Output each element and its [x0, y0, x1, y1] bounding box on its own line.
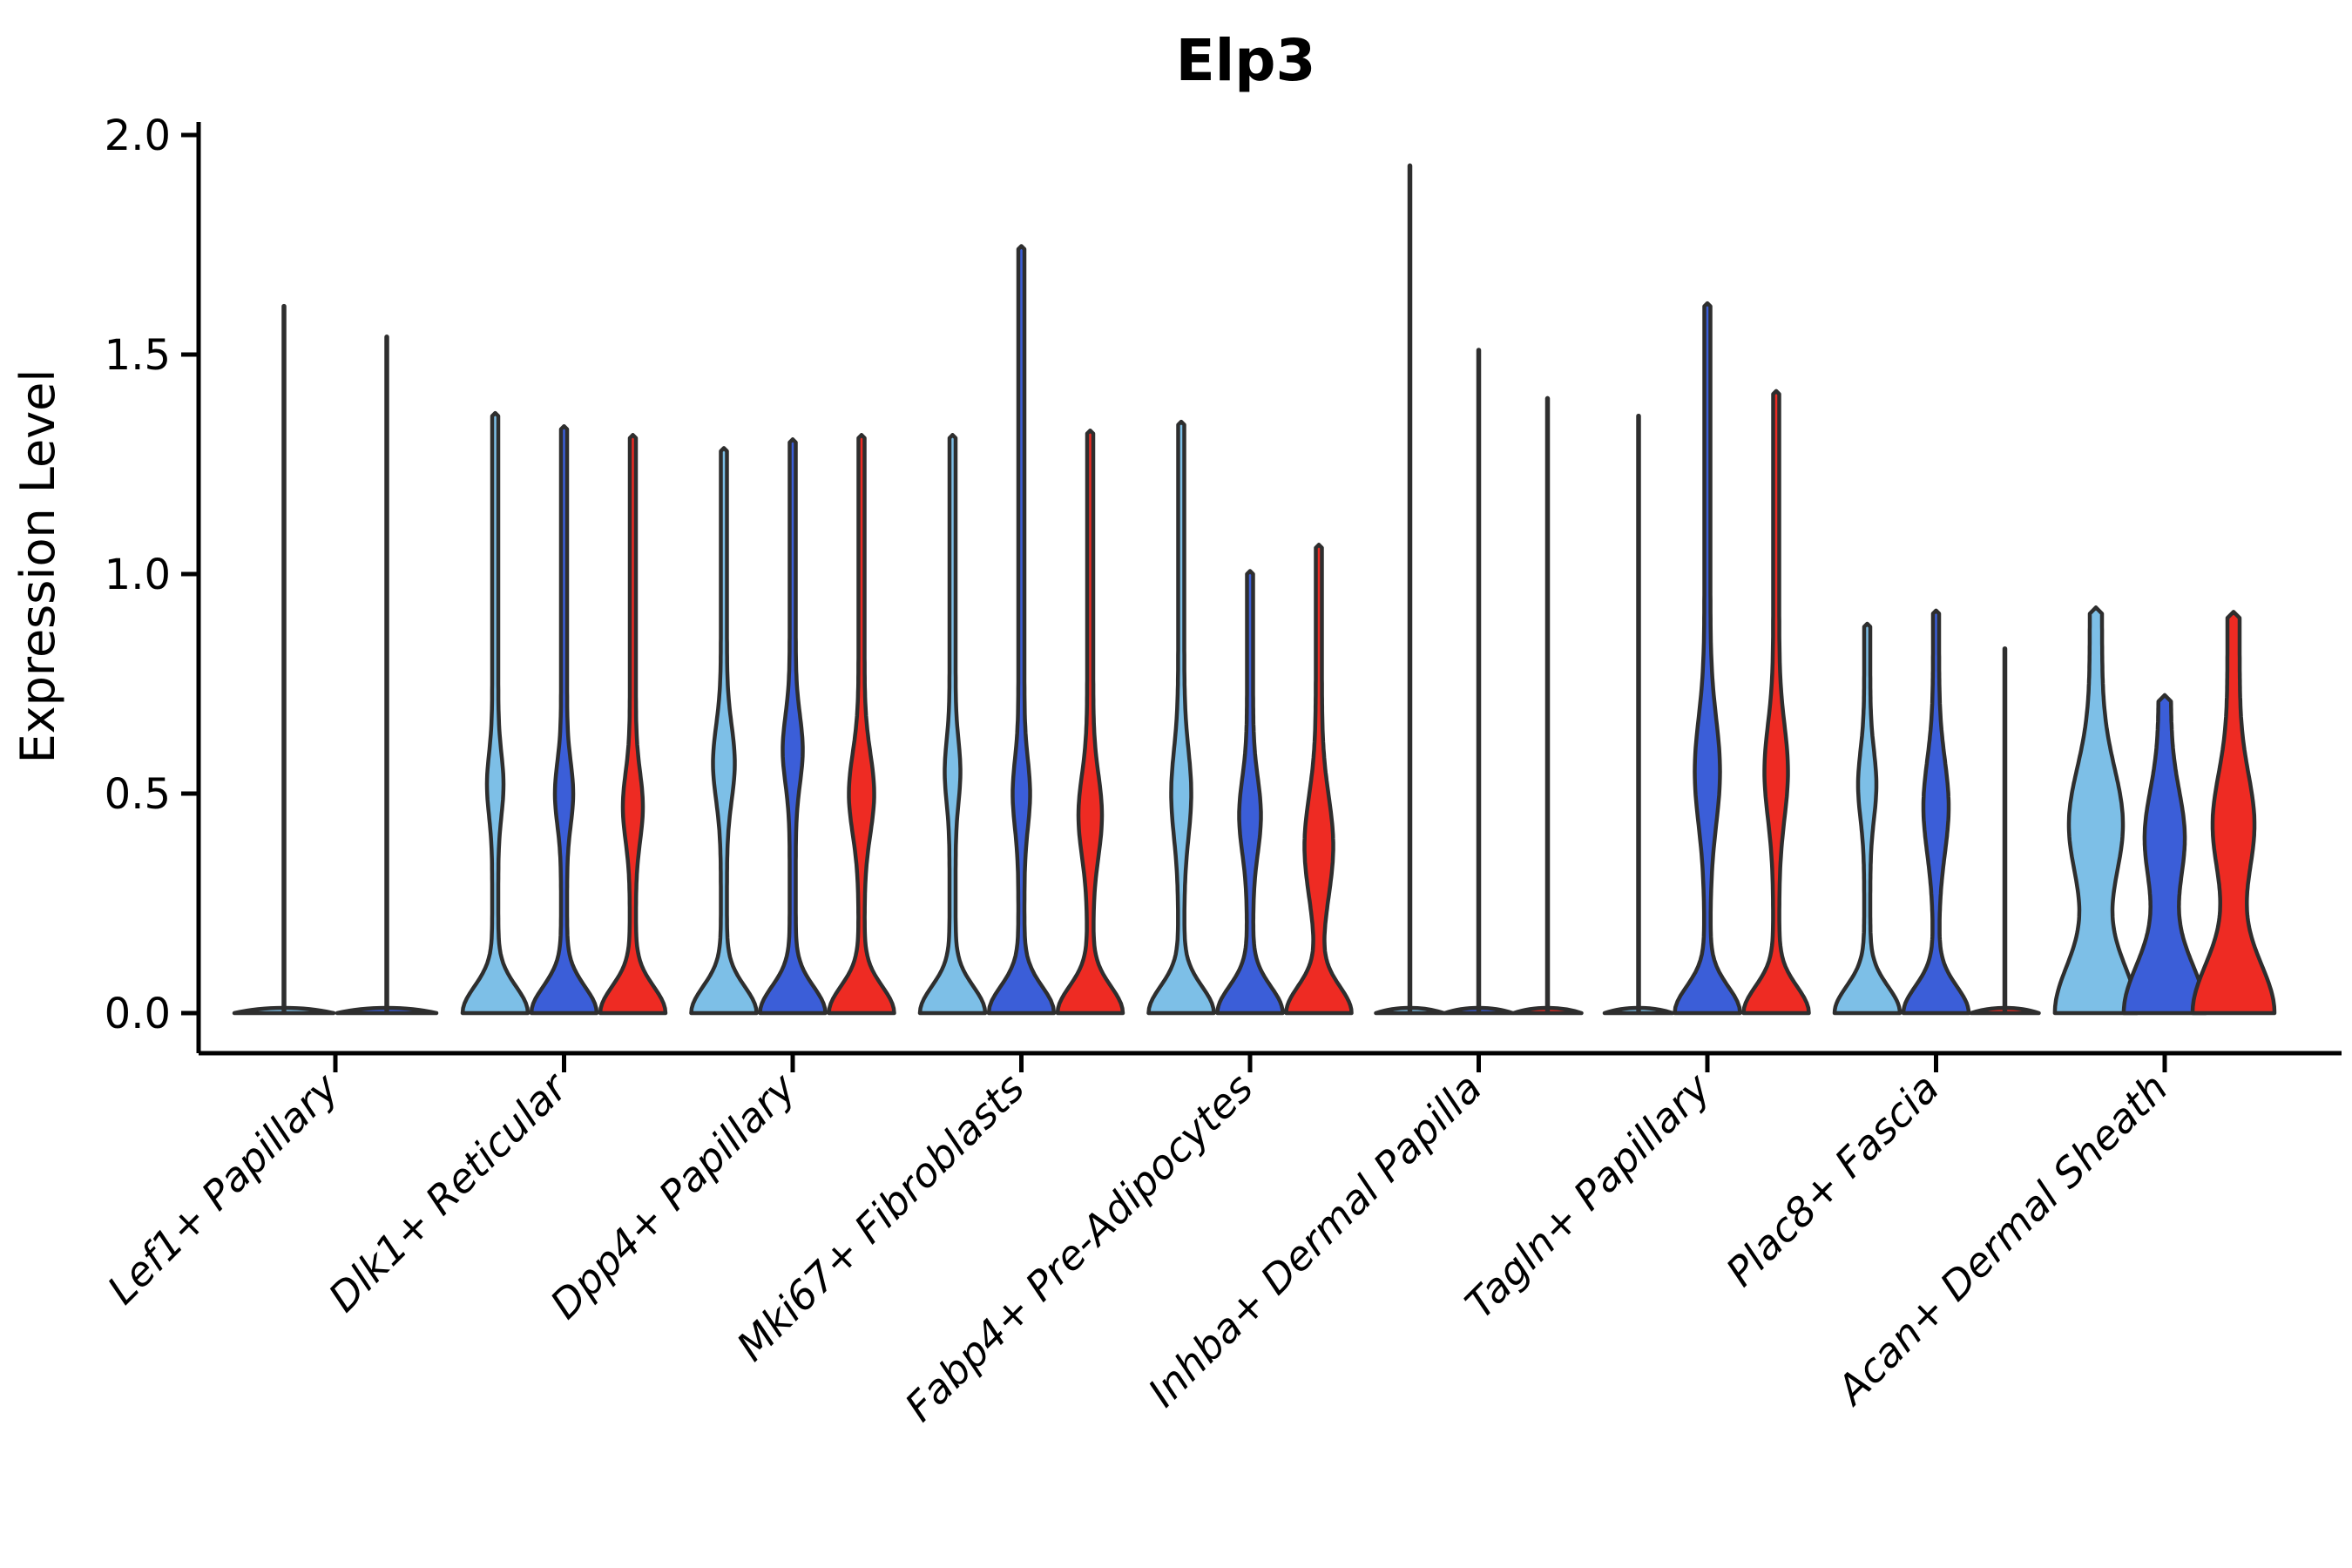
violin-dpp4-papillary-s3	[827, 433, 896, 1016]
violin-plac8-fascia-s2	[1901, 608, 1971, 1016]
x-axis-label: Plac8+ Fascia	[1717, 1064, 1948, 1295]
chart-title: Elp3	[1176, 27, 1316, 94]
x-axis-label: Dlk1+ Reticular	[320, 1062, 578, 1321]
y-tick-label: 2.0	[105, 112, 171, 160]
violin-tagln-papillary-s3	[1741, 389, 1811, 1016]
x-axis-label: Tagln+ Papillary	[1456, 1064, 1720, 1328]
violin-fabp4-pre-adipocytes-s1	[1146, 419, 1216, 1016]
violin-plac8-fascia-s1	[1832, 621, 1903, 1016]
y-tick-label: 1.5	[105, 331, 171, 380]
x-axis-label: Lef1+ Papillary	[98, 1064, 348, 1313]
violin-fabp4-pre-adipocytes-s3	[1284, 543, 1354, 1016]
violin-fabp4-pre-adipocytes-s2	[1215, 569, 1285, 1016]
violin-dpp4-papillary-s2	[758, 437, 828, 1016]
violin-mki67-fibroblasts-s1	[917, 433, 988, 1016]
violin-acan-dermal-sheath-s1	[2052, 605, 2139, 1016]
violin-mki67-fibroblasts-s3	[1055, 428, 1125, 1016]
violin-dlk1-reticular-s1	[460, 410, 531, 1016]
y-tick-label: 0.0	[105, 990, 171, 1038]
violins-layer	[232, 163, 2277, 1016]
violin-tagln-papillary-s2	[1673, 301, 1742, 1016]
violin-acan-dermal-sheath-s2	[2121, 693, 2208, 1016]
y-tick-label: 1.0	[105, 551, 171, 599]
violin-dlk1-reticular-s3	[598, 433, 668, 1016]
x-axis-label: Dpp4+ Papillary	[541, 1064, 805, 1328]
violin-dpp4-papillary-s1	[689, 446, 759, 1016]
y-axis-label: Expression Level	[10, 369, 65, 764]
violin-acan-dermal-sheath-s3	[2190, 610, 2277, 1016]
violin-dlk1-reticular-s2	[529, 423, 599, 1016]
y-tick-label: 0.5	[105, 770, 171, 819]
violin-mki67-fibroblasts-s2	[986, 244, 1057, 1016]
